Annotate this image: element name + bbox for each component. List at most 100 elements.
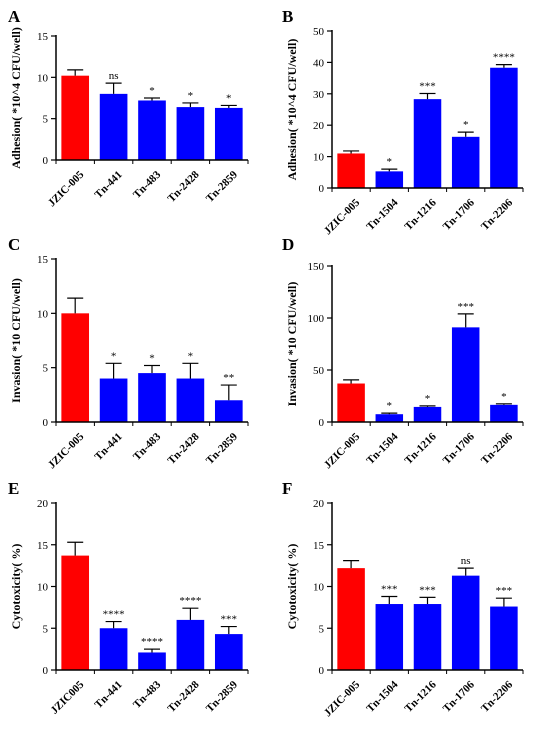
y-tick-label: 0 bbox=[43, 155, 49, 167]
bar-jzic-005 bbox=[337, 568, 365, 670]
error-bar bbox=[495, 63, 512, 68]
y-tick-label: 100 bbox=[308, 313, 325, 325]
significance-marker: * bbox=[463, 119, 469, 131]
panel-e: E Cytotoxicity( %) JZIC005 **** Tn-441 **** Tn… bbox=[8, 479, 249, 717]
bar-tn-1706 bbox=[451, 575, 480, 670]
x-tick-label: Tn-2428 bbox=[165, 168, 201, 204]
bar-tn-1504 bbox=[375, 171, 404, 188]
panel-d: D Invasion( *10 CFU/well) JZIC-005 * Tn-1504… bbox=[282, 235, 524, 471]
x-tick-label: Tn-1216 bbox=[403, 196, 439, 232]
y-tick-label: 50 bbox=[313, 365, 325, 377]
x-tick-label: Tn-2206 bbox=[479, 430, 515, 466]
panel-letter: D bbox=[282, 235, 294, 254]
y-tick-label: 0 bbox=[319, 665, 325, 677]
y-tick-label: 10 bbox=[313, 152, 325, 164]
error-bar bbox=[144, 648, 160, 653]
bar-tn-483 bbox=[138, 373, 166, 422]
x-tick-label: Tn-1216 bbox=[403, 678, 439, 714]
bar-tn-441 bbox=[99, 93, 128, 160]
bar-tn-2206 bbox=[490, 67, 518, 188]
bar-tn-1706 bbox=[451, 327, 480, 422]
bar-tn-2206 bbox=[490, 606, 518, 670]
error-bar bbox=[182, 102, 199, 108]
x-tick-label: JZIC005 bbox=[49, 678, 87, 716]
bar-tn-2206 bbox=[490, 404, 518, 422]
error-bar bbox=[495, 597, 512, 607]
panel-b: B Adhesion( *10^4 CFU/well) JZIC-005 * Tn-15… bbox=[282, 7, 524, 237]
significance-marker: * bbox=[501, 391, 507, 403]
significance-marker: * bbox=[425, 393, 431, 405]
significance-marker: **** bbox=[179, 595, 201, 607]
error-bar bbox=[67, 69, 84, 76]
bar-tn-1216 bbox=[413, 604, 442, 670]
y-tick-label: 150 bbox=[308, 261, 325, 273]
bar-jzic-005 bbox=[61, 75, 90, 160]
x-tick-label: Tn-1706 bbox=[441, 196, 477, 232]
y-tick-label: 15 bbox=[37, 31, 49, 43]
x-tick-label: Tn-2206 bbox=[479, 196, 515, 232]
y-tick-label: 0 bbox=[319, 417, 325, 429]
bar-tn-483 bbox=[138, 100, 166, 160]
significance-marker: *** bbox=[419, 80, 436, 92]
error-bar bbox=[67, 297, 84, 314]
x-tick-label: Tn-441 bbox=[93, 679, 125, 711]
error-bar bbox=[419, 596, 436, 605]
significance-marker: *** bbox=[419, 584, 436, 596]
error-bar bbox=[105, 620, 122, 629]
error-bar bbox=[343, 560, 360, 569]
error-bar bbox=[457, 567, 474, 576]
panel-letter: E bbox=[8, 479, 19, 498]
y-tick-label: 30 bbox=[313, 89, 325, 101]
error-bar bbox=[381, 168, 398, 172]
x-tick-label: JZIC-005 bbox=[46, 168, 87, 209]
significance-marker: * bbox=[188, 90, 194, 102]
bar-tn-2859 bbox=[214, 107, 243, 160]
bar-tn-2428 bbox=[176, 107, 205, 160]
significance-marker: * bbox=[226, 92, 232, 104]
y-tick-label: 50 bbox=[313, 26, 325, 38]
error-bar bbox=[67, 541, 84, 556]
x-tick-label: Tn-2859 bbox=[204, 168, 240, 204]
y-tick-label: 5 bbox=[43, 623, 49, 635]
significance-marker: **** bbox=[493, 52, 515, 64]
x-tick-label: Tn-1504 bbox=[364, 678, 400, 714]
error-bar bbox=[457, 313, 474, 328]
x-tick-label: Tn-2428 bbox=[165, 430, 201, 466]
bar-tn-1706 bbox=[451, 136, 480, 188]
bar-tn-1504 bbox=[375, 604, 404, 670]
y-tick-label: 20 bbox=[313, 498, 325, 510]
error-bar bbox=[182, 362, 199, 379]
bar-tn-1216 bbox=[413, 99, 442, 188]
error-bar bbox=[381, 595, 398, 605]
significance-marker: **** bbox=[103, 609, 125, 621]
y-tick-label: 5 bbox=[43, 114, 49, 126]
y-axis-label: Adhesion( *10^4 CFU/well) bbox=[9, 27, 23, 169]
error-bar bbox=[182, 607, 199, 620]
error-bar bbox=[220, 104, 237, 108]
y-tick-label: 15 bbox=[37, 540, 49, 552]
bar-tn-2428 bbox=[176, 378, 205, 422]
significance-marker: * bbox=[188, 350, 194, 362]
bar-tn-483 bbox=[138, 652, 166, 670]
y-tick-label: 10 bbox=[37, 582, 49, 594]
panel-letter: B bbox=[282, 7, 293, 26]
bar-tn-441 bbox=[99, 378, 128, 422]
y-tick-label: 0 bbox=[43, 417, 49, 429]
significance-marker: ** bbox=[223, 372, 234, 384]
error-bar bbox=[343, 379, 360, 384]
bar-tn-1216 bbox=[413, 406, 442, 422]
bar-tn-1504 bbox=[375, 414, 404, 422]
error-bar bbox=[457, 131, 474, 137]
y-tick-label: 0 bbox=[319, 183, 325, 195]
bar-tn-2859 bbox=[214, 634, 243, 670]
y-tick-label: 15 bbox=[313, 540, 325, 552]
x-tick-label: Tn-483 bbox=[131, 430, 164, 463]
y-tick-label: 10 bbox=[37, 72, 49, 84]
y-axis-label: Invasion( *10 CFU/well) bbox=[285, 282, 299, 407]
error-bar bbox=[419, 92, 436, 100]
x-tick-label: Tn-441 bbox=[93, 169, 125, 201]
bar-jzic-005 bbox=[337, 383, 365, 422]
significance-marker: * bbox=[387, 156, 393, 168]
bar-tn-441 bbox=[99, 628, 128, 670]
